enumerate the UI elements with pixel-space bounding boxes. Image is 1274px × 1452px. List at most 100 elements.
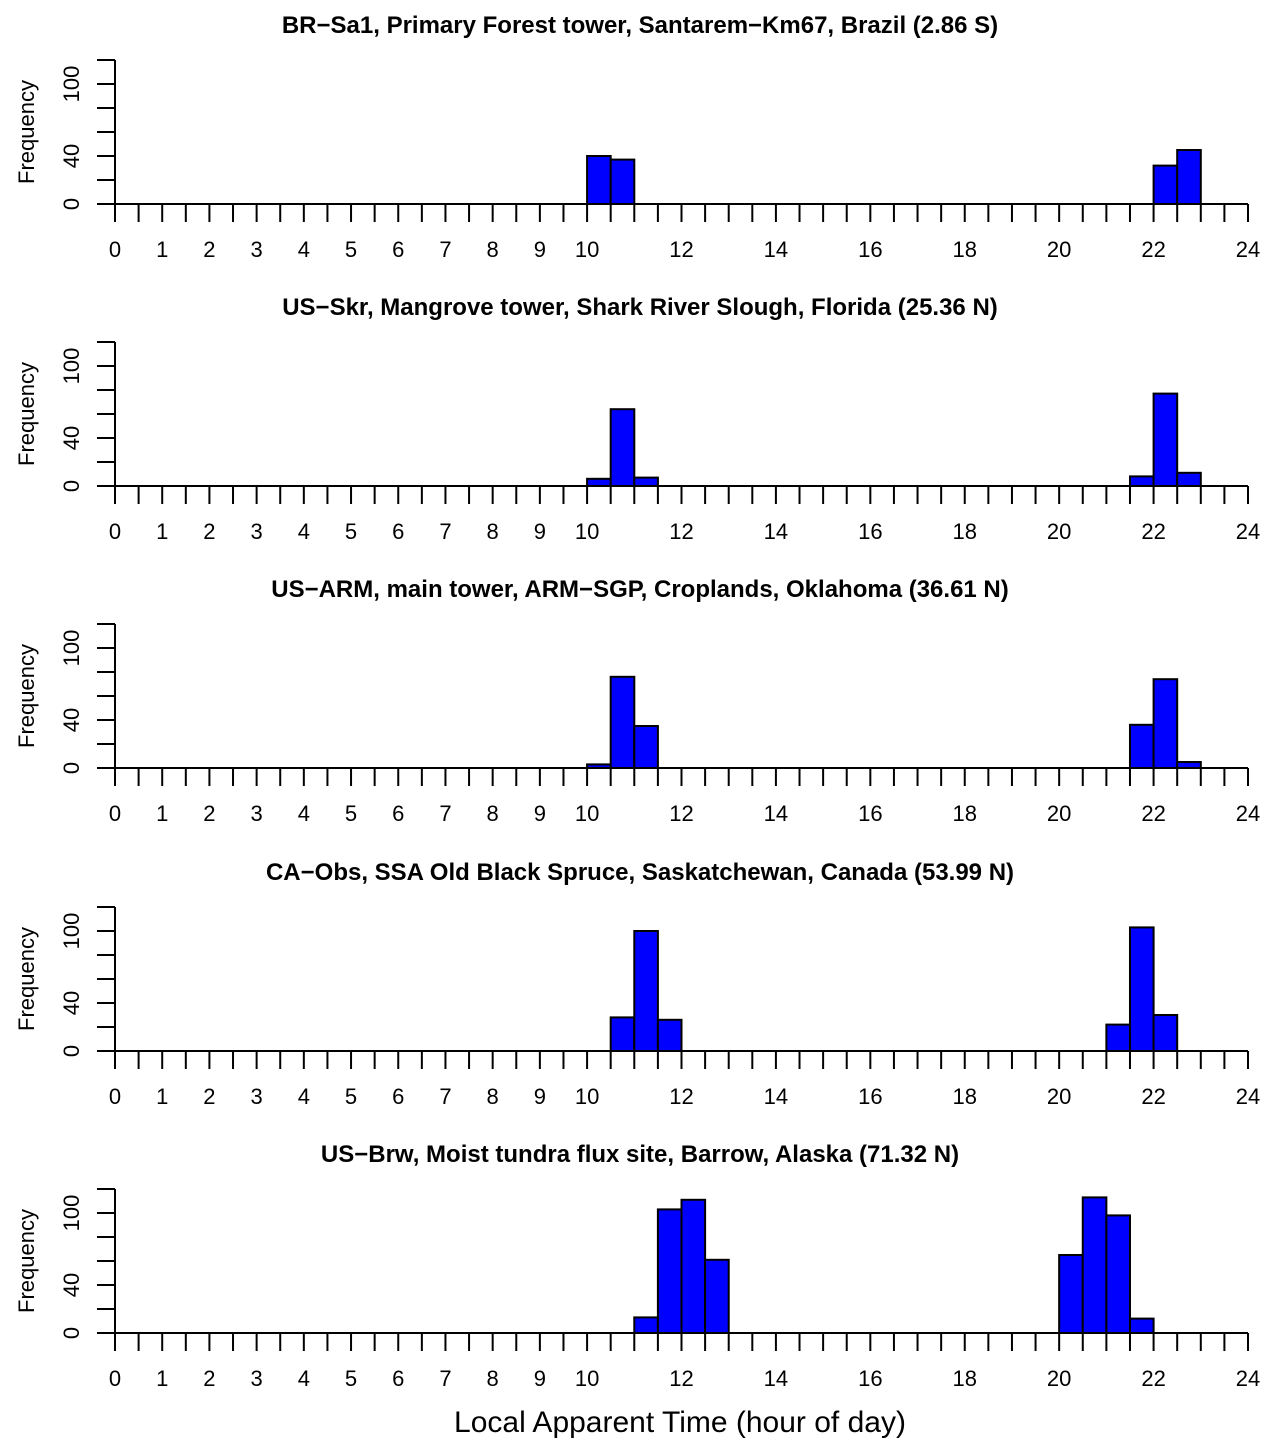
histogram-bar — [656, 1018, 683, 1052]
x-tick-label: 18 — [953, 801, 977, 826]
x-tick-label: 24 — [1236, 1366, 1260, 1391]
panel-title: BR−Sa1, Primary Forest tower, Santarem−K… — [282, 12, 998, 39]
x-tick-label: 9 — [534, 519, 546, 544]
histogram-bar — [609, 158, 636, 206]
x-tick-label: 14 — [764, 1084, 788, 1109]
x-tick-label: 16 — [858, 237, 882, 262]
x-tick-label: 9 — [534, 1084, 546, 1109]
x-tick-label: 10 — [575, 1084, 599, 1109]
x-tick-label: 7 — [439, 237, 451, 262]
x-tick-label: 0 — [109, 519, 121, 544]
x-tick-label: 12 — [669, 237, 693, 262]
histogram-panel-4: CA−Obs, SSA Old Black Spruce, Saskatchew… — [14, 859, 1260, 1109]
histogram-bar — [586, 155, 612, 205]
x-tick-label: 7 — [439, 1366, 451, 1391]
x-tick-label: 22 — [1141, 1084, 1165, 1109]
y-tick-label: 100 — [59, 1195, 84, 1232]
x-tick-label: 10 — [575, 1366, 599, 1391]
histogram-bar — [586, 477, 612, 487]
y-axis-label: Frequency — [14, 1209, 39, 1313]
x-tick-label: 20 — [1047, 1084, 1071, 1109]
histogram-bar — [1152, 678, 1179, 770]
x-tick-label: 14 — [764, 237, 788, 262]
x-tick-label: 16 — [858, 519, 882, 544]
histogram-bar — [1176, 149, 1202, 205]
x-tick-label: 1 — [156, 519, 168, 544]
x-tick-label: 8 — [487, 237, 499, 262]
panel-title: US−ARM, main tower, ARM−SGP, Croplands, … — [271, 576, 1009, 603]
histogram-bar — [656, 1208, 683, 1335]
y-tick-label: 0 — [59, 1327, 84, 1339]
histogram-bar — [633, 725, 659, 769]
histogram-bar — [1128, 1317, 1155, 1334]
x-tick-label: 6 — [392, 801, 404, 826]
y-tick-label: 40 — [59, 426, 84, 450]
x-tick-label: 10 — [575, 801, 599, 826]
histogram-bar — [1152, 164, 1179, 206]
histogram-panel-5: US−Brw, Moist tundra flux site, Barrow, … — [14, 1141, 1260, 1391]
y-tick-label: 40 — [59, 144, 84, 168]
x-tick-label: 9 — [534, 1366, 546, 1391]
x-tick-label: 1 — [156, 237, 168, 262]
x-tick-label: 14 — [764, 519, 788, 544]
x-tick-label: 2 — [203, 1084, 215, 1109]
histogram-bar — [633, 930, 659, 1052]
x-tick-label: 24 — [1236, 519, 1260, 544]
x-tick-label: 3 — [251, 1366, 263, 1391]
x-tick-label: 14 — [764, 1366, 788, 1391]
x-tick-label: 6 — [392, 519, 404, 544]
y-tick-label: 0 — [59, 480, 84, 492]
y-tick-label: 40 — [59, 708, 84, 732]
y-tick-label: 100 — [59, 630, 84, 667]
panel-title: CA−Obs, SSA Old Black Spruce, Saskatchew… — [266, 859, 1014, 886]
x-tick-label: 1 — [156, 801, 168, 826]
x-tick-label: 0 — [109, 801, 121, 826]
y-tick-label: 100 — [59, 913, 84, 950]
x-tick-label: 6 — [392, 1084, 404, 1109]
y-axis-label: Frequency — [14, 80, 39, 184]
histogram-bar — [1152, 392, 1179, 488]
x-tick-label: 12 — [669, 801, 693, 826]
x-tick-label: 4 — [298, 1084, 310, 1109]
x-axis-label: Local Apparent Time (hour of day) — [454, 1406, 906, 1439]
x-tick-label: 6 — [392, 237, 404, 262]
histogram-bar — [1081, 1196, 1108, 1335]
x-tick-label: 1 — [156, 1366, 168, 1391]
x-tick-label: 0 — [109, 1084, 121, 1109]
y-axis-label: Frequency — [14, 927, 39, 1031]
histogram-panel-3: US−ARM, main tower, ARM−SGP, Croplands, … — [14, 576, 1260, 826]
x-tick-label: 18 — [953, 519, 977, 544]
x-tick-label: 5 — [345, 237, 357, 262]
x-tick-label: 16 — [858, 1366, 882, 1391]
x-tick-label: 10 — [575, 519, 599, 544]
x-tick-label: 0 — [109, 1366, 121, 1391]
y-tick-label: 0 — [59, 762, 84, 774]
x-tick-label: 4 — [298, 1366, 310, 1391]
panel-title: US−Brw, Moist tundra flux site, Barrow, … — [321, 1141, 959, 1168]
x-tick-label: 4 — [298, 237, 310, 262]
x-tick-label: 6 — [392, 1366, 404, 1391]
x-tick-label: 14 — [764, 801, 788, 826]
x-tick-label: 7 — [439, 801, 451, 826]
histogram-panel-2: US−Skr, Mangrove tower, Shark River Slou… — [14, 294, 1260, 544]
x-tick-label: 22 — [1141, 1366, 1165, 1391]
x-tick-label: 24 — [1236, 1084, 1260, 1109]
x-tick-label: 7 — [439, 1084, 451, 1109]
x-tick-label: 2 — [203, 237, 215, 262]
x-tick-label: 12 — [669, 519, 693, 544]
x-tick-label: 7 — [439, 519, 451, 544]
histogram-bar — [680, 1198, 707, 1335]
x-tick-label: 18 — [953, 237, 977, 262]
x-tick-label: 8 — [487, 519, 499, 544]
histogram-bar — [609, 675, 636, 769]
x-tick-label: 20 — [1047, 801, 1071, 826]
x-tick-label: 24 — [1236, 801, 1260, 826]
x-tick-label: 5 — [345, 1366, 357, 1391]
x-tick-label: 4 — [298, 801, 310, 826]
x-tick-label: 5 — [345, 519, 357, 544]
histogram-bar — [633, 1316, 659, 1335]
panel-title: US−Skr, Mangrove tower, Shark River Slou… — [282, 294, 998, 321]
x-tick-label: 22 — [1141, 237, 1165, 262]
x-tick-label: 12 — [669, 1366, 693, 1391]
histogram-bar — [1128, 926, 1155, 1053]
